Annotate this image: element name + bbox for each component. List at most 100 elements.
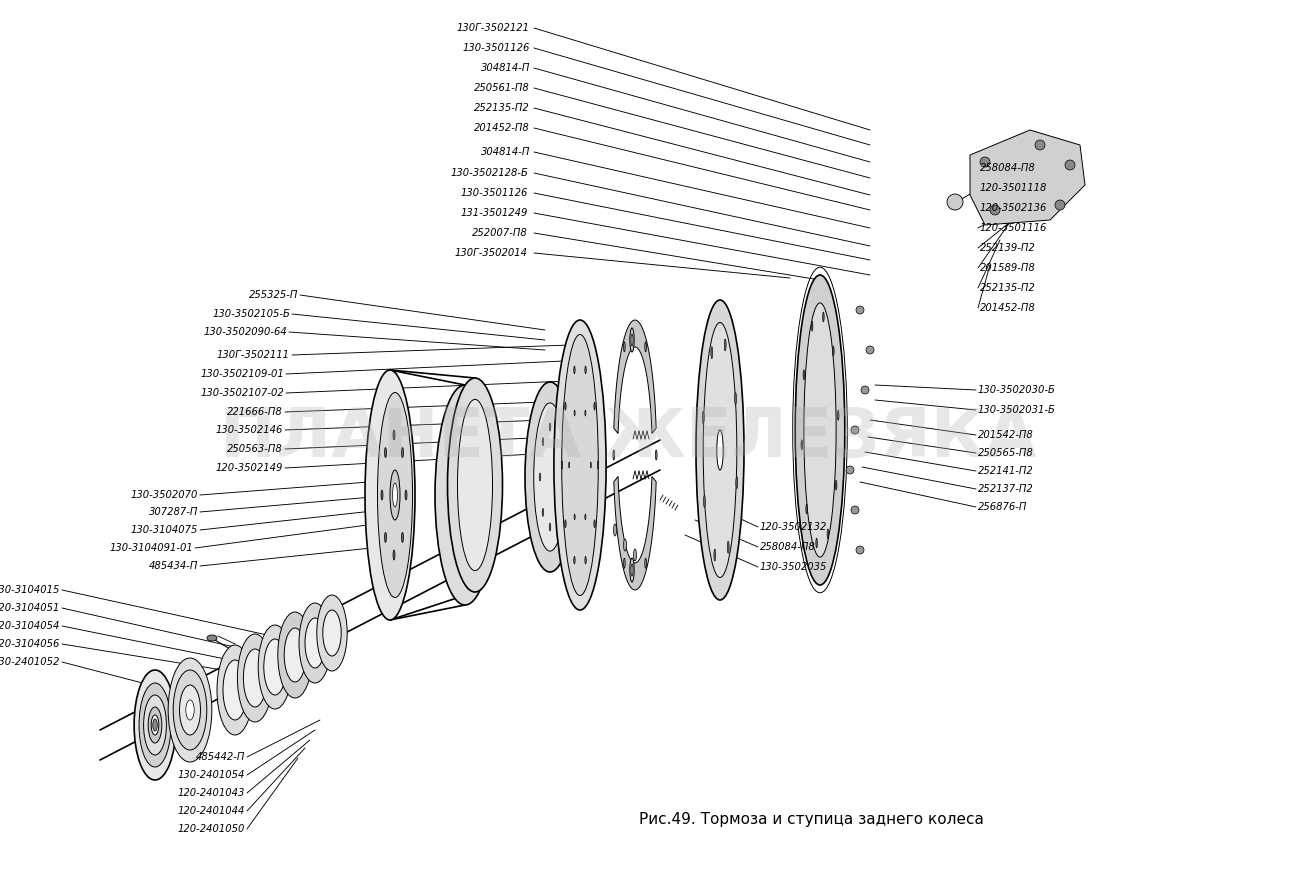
Ellipse shape xyxy=(243,649,267,707)
Ellipse shape xyxy=(703,322,737,577)
Ellipse shape xyxy=(806,504,808,514)
Ellipse shape xyxy=(801,440,802,449)
Ellipse shape xyxy=(550,423,551,431)
Ellipse shape xyxy=(623,558,626,569)
Text: 120-3104054: 120-3104054 xyxy=(0,621,60,631)
Text: 130-3104091-01: 130-3104091-01 xyxy=(109,543,192,553)
Ellipse shape xyxy=(458,399,492,570)
Ellipse shape xyxy=(856,546,864,554)
Text: Рис.49. Тормоза и ступица заднего колеса: Рис.49. Тормоза и ступица заднего колеса xyxy=(639,811,984,827)
Ellipse shape xyxy=(134,670,175,780)
Ellipse shape xyxy=(702,412,704,423)
Text: 304814-П: 304814-П xyxy=(480,147,530,157)
Text: 485434-П: 485434-П xyxy=(149,561,198,571)
Ellipse shape xyxy=(139,683,171,767)
Ellipse shape xyxy=(630,328,634,352)
Text: 131-3501249: 131-3501249 xyxy=(461,208,528,218)
Ellipse shape xyxy=(562,461,563,469)
Ellipse shape xyxy=(542,508,543,516)
Ellipse shape xyxy=(728,541,729,554)
Ellipse shape xyxy=(550,523,551,531)
Text: 255325-П: 255325-П xyxy=(249,290,298,300)
Text: 256876-П: 256876-П xyxy=(978,502,1028,512)
Ellipse shape xyxy=(594,402,596,410)
Ellipse shape xyxy=(645,342,647,352)
Ellipse shape xyxy=(237,634,272,722)
Text: 130-3502109-01: 130-3502109-01 xyxy=(200,369,284,379)
Ellipse shape xyxy=(186,700,194,720)
Ellipse shape xyxy=(867,346,874,354)
Ellipse shape xyxy=(623,539,627,551)
Ellipse shape xyxy=(630,558,634,582)
Ellipse shape xyxy=(613,450,615,460)
Ellipse shape xyxy=(736,477,738,489)
Ellipse shape xyxy=(393,430,395,440)
Ellipse shape xyxy=(393,483,398,507)
Ellipse shape xyxy=(734,392,737,405)
Ellipse shape xyxy=(542,438,543,446)
Text: 252139-П2: 252139-П2 xyxy=(980,243,1035,253)
Ellipse shape xyxy=(173,670,207,750)
Ellipse shape xyxy=(148,707,162,743)
Text: 252007-П8: 252007-П8 xyxy=(473,228,528,238)
Ellipse shape xyxy=(1035,140,1045,150)
Ellipse shape xyxy=(179,685,200,735)
Text: 120-3104051: 120-3104051 xyxy=(0,603,60,613)
Ellipse shape xyxy=(564,519,567,527)
Text: 130-3502105-Б: 130-3502105-Б xyxy=(212,309,291,319)
Ellipse shape xyxy=(153,719,157,731)
Text: 120-2401043: 120-2401043 xyxy=(178,788,245,798)
Ellipse shape xyxy=(838,410,839,420)
Ellipse shape xyxy=(539,473,541,481)
Ellipse shape xyxy=(534,403,567,551)
Ellipse shape xyxy=(980,157,990,167)
Ellipse shape xyxy=(1066,160,1075,170)
Text: 120-3501118: 120-3501118 xyxy=(980,183,1047,193)
Ellipse shape xyxy=(816,538,817,548)
Text: 130-3104015: 130-3104015 xyxy=(0,585,60,595)
Ellipse shape xyxy=(402,533,403,542)
Ellipse shape xyxy=(377,392,412,597)
Text: 130-3502035: 130-3502035 xyxy=(761,562,827,572)
Text: 252135-П2: 252135-П2 xyxy=(980,283,1035,293)
Text: 130-3502146: 130-3502146 xyxy=(216,425,283,435)
Ellipse shape xyxy=(393,550,395,560)
Ellipse shape xyxy=(559,473,560,481)
Text: 130-3501126: 130-3501126 xyxy=(461,188,528,198)
Text: 130-3502070: 130-3502070 xyxy=(131,490,198,500)
Ellipse shape xyxy=(381,490,384,500)
Polygon shape xyxy=(614,477,656,590)
Text: 250563-П8: 250563-П8 xyxy=(228,444,283,454)
Text: 130-3104075: 130-3104075 xyxy=(131,525,198,535)
Ellipse shape xyxy=(284,628,306,682)
Ellipse shape xyxy=(435,385,495,605)
Ellipse shape xyxy=(264,639,287,695)
Text: 120-3104056: 120-3104056 xyxy=(0,639,60,649)
Ellipse shape xyxy=(564,402,567,410)
Text: 120-3502149: 120-3502149 xyxy=(216,463,283,473)
Ellipse shape xyxy=(402,448,403,457)
Ellipse shape xyxy=(223,660,247,720)
Ellipse shape xyxy=(827,529,829,539)
Ellipse shape xyxy=(711,347,712,358)
Ellipse shape xyxy=(822,312,825,322)
Text: 201452-П8: 201452-П8 xyxy=(474,123,530,133)
Text: 252141-П2: 252141-П2 xyxy=(978,466,1034,476)
Ellipse shape xyxy=(724,339,726,351)
Text: 130-3502031-Б: 130-3502031-Б xyxy=(978,405,1056,415)
Ellipse shape xyxy=(323,610,342,656)
Ellipse shape xyxy=(717,430,723,470)
Ellipse shape xyxy=(713,549,716,562)
Text: 221666-П8: 221666-П8 xyxy=(228,407,283,417)
Ellipse shape xyxy=(795,275,844,585)
Text: 130-3502128-Б: 130-3502128-Б xyxy=(450,168,528,178)
Ellipse shape xyxy=(631,564,634,576)
Ellipse shape xyxy=(835,480,836,491)
Ellipse shape xyxy=(168,658,212,762)
Text: 130-3502107-02: 130-3502107-02 xyxy=(200,388,284,398)
Ellipse shape xyxy=(594,519,596,527)
Ellipse shape xyxy=(556,438,558,446)
Ellipse shape xyxy=(305,618,325,668)
Ellipse shape xyxy=(696,300,744,600)
Text: 130-3501126: 130-3501126 xyxy=(462,43,530,53)
